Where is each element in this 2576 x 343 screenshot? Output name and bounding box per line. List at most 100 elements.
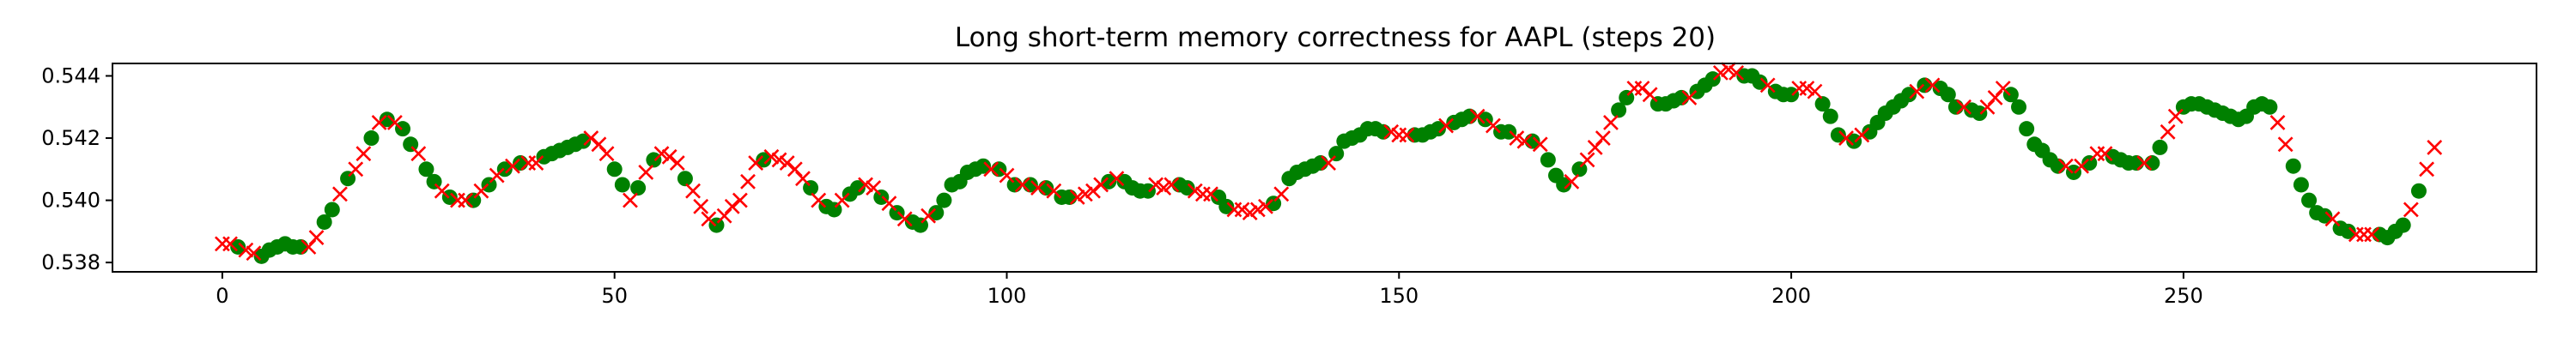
data-point-circle <box>1752 74 1768 90</box>
data-point-circle <box>991 161 1007 178</box>
y-tick-label: 0.542 <box>41 126 100 150</box>
data-point-cross <box>505 158 520 174</box>
data-point-cross <box>1681 89 1698 105</box>
data-point-circle <box>293 238 309 255</box>
data-point-cross <box>1516 133 1533 149</box>
data-point-cross <box>2324 211 2341 227</box>
x-tick-label: 150 <box>1379 284 1419 308</box>
data-point-cross <box>763 148 780 165</box>
data-point-circle <box>1312 155 1328 172</box>
data-point-cross <box>1924 77 1941 93</box>
x-tick-label: 0 <box>216 284 228 308</box>
data-point-cross <box>1156 180 1172 196</box>
data-point-cross <box>623 192 638 208</box>
data-point-cross <box>598 146 615 162</box>
data-point-cross <box>2074 158 2090 174</box>
data-point-cross <box>355 146 372 162</box>
data-point-cross <box>2097 146 2113 162</box>
data-point-cross <box>920 208 937 224</box>
data-point-cross <box>896 211 913 227</box>
data-point-cross <box>685 183 701 199</box>
data-point-cross <box>2136 155 2153 171</box>
data-point-circle <box>1704 71 1721 87</box>
data-point-circle <box>1901 87 1917 103</box>
data-point-cross <box>2419 161 2435 178</box>
data-point-circle <box>2011 99 2027 115</box>
data-point-cross <box>222 236 238 252</box>
data-point-circle <box>630 180 647 196</box>
data-point-circle <box>1061 189 1078 205</box>
data-point-cross <box>1273 186 1290 202</box>
data-point-circle <box>2340 223 2356 239</box>
data-point-cross <box>2057 158 2074 174</box>
data-point-circle <box>316 214 332 230</box>
data-point-cross <box>2269 114 2286 130</box>
data-point-circle <box>975 158 992 174</box>
data-point-cross <box>661 148 677 165</box>
x-tick-label: 250 <box>2164 284 2203 308</box>
data-point-cross <box>748 155 764 171</box>
data-point-cross <box>1532 136 1548 153</box>
data-point-circle <box>606 161 623 178</box>
data-point-cross <box>458 192 474 208</box>
data-point-cross <box>1077 186 1093 202</box>
data-point-cross <box>999 167 1015 184</box>
data-point-circle <box>849 180 866 196</box>
data-point-cross <box>1564 173 1580 190</box>
data-point-cross <box>1093 177 1109 193</box>
data-point-circle <box>1611 102 1627 118</box>
data-point-cross <box>308 230 325 246</box>
data-point-circle <box>2317 208 2333 224</box>
data-point-circle <box>2262 99 2278 115</box>
data-point-circle <box>928 205 945 221</box>
data-point-cross <box>638 165 654 180</box>
data-point-circle <box>496 161 513 178</box>
data-point-cross <box>238 242 254 258</box>
data-point-cross <box>2167 108 2184 124</box>
data-point-cross <box>2089 146 2105 162</box>
data-point-cross <box>1603 114 1619 130</box>
data-point-circle <box>1917 77 1933 93</box>
data-point-cross <box>811 192 827 208</box>
plot-area <box>214 62 2443 264</box>
data-point-cross <box>2160 123 2176 140</box>
data-point-cross <box>1234 202 1250 218</box>
data-point-cross <box>386 114 403 130</box>
data-point-circle <box>2410 183 2427 199</box>
data-point-circle <box>230 238 246 255</box>
data-point-cross <box>795 171 811 187</box>
data-point-cross <box>669 155 685 171</box>
data-point-circle <box>2301 192 2318 208</box>
data-point-cross <box>1995 81 2011 96</box>
y-tick-label: 0.538 <box>41 250 100 274</box>
data-point-cross <box>1509 130 1525 146</box>
data-point-cross <box>246 245 262 262</box>
data-point-cross <box>583 130 599 146</box>
data-point-circle <box>379 111 395 128</box>
data-point-cross <box>1148 177 1163 193</box>
data-point-cross <box>473 183 489 199</box>
y-tick-label: 0.540 <box>41 189 100 213</box>
data-point-circle <box>2395 217 2411 233</box>
data-point-circle <box>2144 155 2160 172</box>
data-point-cross <box>410 146 427 162</box>
data-point-cross <box>348 161 364 178</box>
data-point-cross <box>1046 183 1062 199</box>
data-point-circle <box>575 133 592 149</box>
data-point-cross <box>489 167 505 184</box>
data-point-circle <box>2050 158 2066 174</box>
data-point-cross <box>1759 77 1776 93</box>
data-point-cross <box>1163 177 1180 193</box>
data-point-cross <box>779 155 795 171</box>
data-point-circle <box>1139 183 1156 199</box>
data-point-cross <box>1469 108 1485 124</box>
data-point-circle <box>756 152 772 168</box>
data-point-circle <box>1179 180 1195 196</box>
data-point-cross <box>1807 83 1823 99</box>
x-axis: 0 50 100 150 200 250 <box>216 272 2203 308</box>
data-point-circle <box>2152 139 2168 155</box>
data-point-cross <box>1383 123 1400 140</box>
data-point-circle <box>614 177 630 193</box>
data-point-cross <box>1721 62 1736 78</box>
